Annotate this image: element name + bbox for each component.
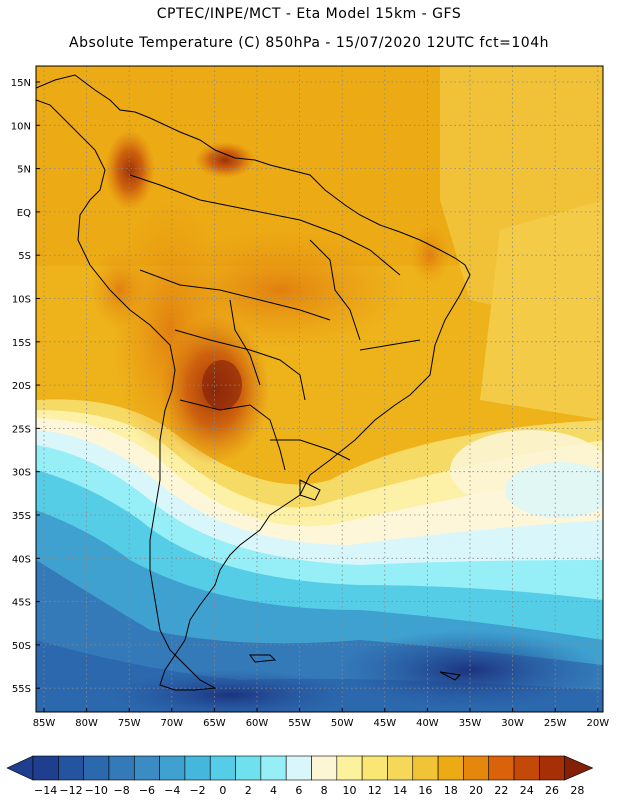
map-frame (35, 65, 604, 713)
colorbar-swatch (108, 755, 135, 781)
lon-tick-label: 20W (586, 718, 609, 729)
colorbar-swatch (159, 755, 186, 781)
lat-tick-label: 35S (12, 511, 31, 522)
lon-tick-label: 80W (75, 718, 98, 729)
colorbar-tick-label: 4 (270, 784, 277, 797)
colorbar-tick-label: 18 (444, 784, 458, 797)
colorbar-tick-label: −12 (59, 784, 82, 797)
colorbar-swatch (412, 755, 439, 781)
lat-tick-label: 15N (11, 78, 31, 89)
colorbar-tick-label: −10 (85, 784, 108, 797)
lat-tick-label: 30S (12, 468, 31, 479)
lat-tick-label: 50S (12, 641, 31, 652)
colorbar-tick-label: 2 (245, 784, 252, 797)
lat-tick-label: 5S (18, 251, 31, 262)
colorbar-swatch (539, 755, 565, 781)
colorbar-swatch (83, 755, 110, 781)
lat-tick-label: 25S (12, 424, 31, 435)
lon-tick-label: 60W (246, 718, 269, 729)
colorbar-tick-label: −6 (139, 784, 155, 797)
colorbar-tick-label: −8 (114, 784, 130, 797)
lon-tick-label: 40W (416, 718, 439, 729)
colorbar-tick-label: 0 (219, 784, 226, 797)
colorbar-swatch (235, 755, 262, 781)
colorbar-tick-label: 6 (295, 784, 302, 797)
colorbar-tick-label: −4 (164, 784, 180, 797)
colorbar-swatch (58, 755, 84, 781)
longitude-axis: 85W 80W 75W 70W 65W 60W 55W 50W 45W 40W 35W 30W 25W 2… (33, 708, 609, 729)
lon-tick-label: 75W (118, 718, 141, 729)
colorbar-swatch (387, 755, 414, 781)
colorbar: −14 −12 −10 −8 −6 −4 −2 0 2 4 6 8 10 12 14 16 18 20 22 24 26… (6, 755, 594, 797)
colorbar-swatch (513, 755, 540, 781)
lat-tick-label: 20S (12, 381, 31, 392)
lon-tick-label: 25W (544, 718, 567, 729)
colorbar-tick-label: 28 (570, 784, 584, 797)
colorbar-tick-label: 22 (494, 784, 508, 797)
colorbar-swatch (184, 755, 211, 781)
colorbar-swatch (32, 755, 59, 781)
lon-tick-label: 35W (459, 718, 482, 729)
colorbar-arrow-left (6, 755, 34, 781)
colorbar-tick-label: 14 (393, 784, 407, 797)
lon-tick-label: 65W (203, 718, 226, 729)
colorbar-swatch (463, 755, 490, 781)
colorbar-swatch (133, 755, 160, 781)
colorbar-tick-label: 20 (469, 784, 483, 797)
temperature-field (36, 66, 603, 712)
colorbar-swatch (260, 755, 287, 781)
colorbar-tick-label: 8 (321, 784, 328, 797)
lon-tick-label: 45W (373, 718, 396, 729)
lon-tick-label: 85W (33, 718, 56, 729)
lon-tick-label: 70W (160, 718, 183, 729)
colorbar-swatch (285, 755, 312, 781)
lat-tick-label: 40S (12, 554, 31, 565)
lat-tick-label: 45S (12, 598, 31, 609)
colorbar-swatch (209, 755, 236, 781)
lat-tick-label: 55S (12, 684, 31, 695)
colorbar-tick-label: −14 (34, 784, 57, 797)
lat-tick-label: 10S (12, 295, 31, 306)
lon-tick-label: 50W (331, 718, 354, 729)
title-line-2: Absolute Temperature (C) 850hPa - 15/07/… (69, 35, 549, 51)
lat-tick-label: 10N (11, 121, 31, 132)
lat-tick-label: EQ (17, 208, 31, 219)
colorbar-tick-label: 16 (418, 784, 432, 797)
title-line-1: CPTEC/INPE/MCT - Eta Model 15km - GFS (156, 6, 462, 22)
colorbar-swatch (311, 755, 338, 781)
coastlines (36, 74, 471, 691)
colorbar-swatch (437, 755, 464, 781)
colorbar-tick-label: 10 (342, 784, 356, 797)
lat-tick-label: 15S (12, 338, 31, 349)
colorbar-tick-label: 26 (545, 784, 559, 797)
lon-tick-label: 30W (501, 718, 524, 729)
colorbar-swatch (361, 755, 388, 781)
graticule (36, 66, 603, 712)
colorbar-tick-label: 12 (368, 784, 382, 797)
colorbar-arrow-right (564, 755, 594, 781)
colorbar-tick-label: −2 (189, 784, 205, 797)
lon-tick-label: 55W (288, 718, 311, 729)
colorbar-swatch (488, 755, 515, 781)
lat-tick-label: 5N (17, 165, 31, 176)
colorbar-swatch (336, 755, 363, 781)
colorbar-tick-label: 24 (520, 784, 534, 797)
latitude-axis: 15N 10N 5N EQ 5S 10S 15S 20S 25S 30S 35S 40S 45S 50S 5… (11, 78, 40, 695)
